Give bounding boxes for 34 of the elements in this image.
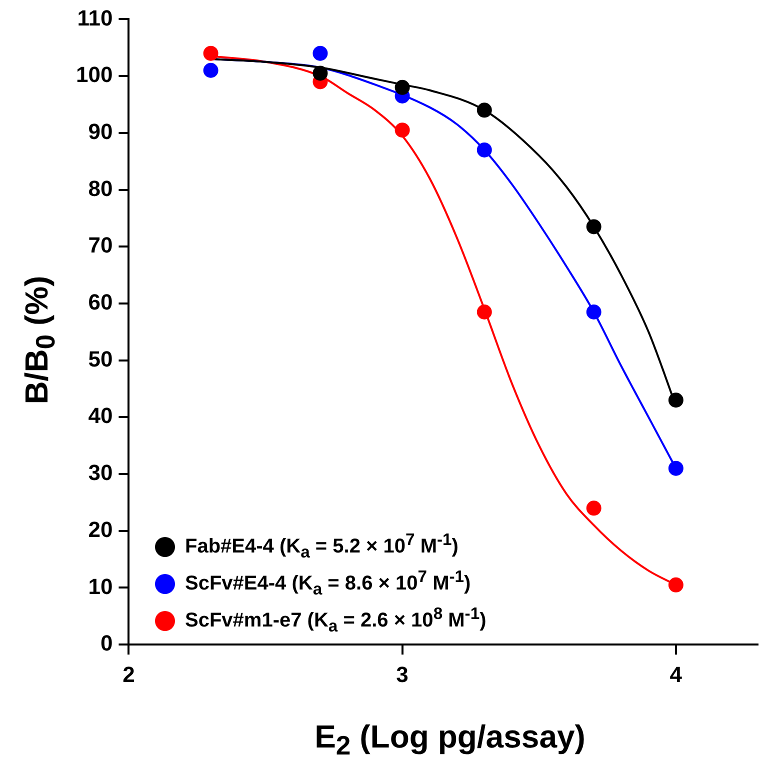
- y-tick-label: 0: [100, 630, 113, 656]
- y-tick-label: 30: [88, 460, 113, 486]
- y-tick-label: 110: [77, 5, 113, 30]
- x-tick-label: 2: [122, 662, 135, 687]
- y-tick-label: 90: [88, 118, 113, 144]
- point: [586, 500, 602, 516]
- point: [586, 304, 602, 320]
- point: [668, 460, 684, 476]
- point: [476, 102, 492, 118]
- point: [312, 46, 328, 61]
- legend-label: ScFv#E4-4 (K$_{a}$ = 8.6 × 10$^{7}$ M$^{-1}$): [185, 567, 471, 600]
- point: [668, 392, 684, 408]
- y-tick-label: 50: [88, 346, 113, 372]
- y-tick-label: 70: [88, 232, 113, 258]
- point: [203, 46, 218, 61]
- point: [394, 122, 410, 138]
- y-tick-label: 80: [88, 176, 113, 201]
- point: [476, 142, 492, 158]
- y-tick-label: 100: [76, 62, 113, 88]
- point: [476, 304, 492, 320]
- x-tick-label: 3: [396, 662, 408, 687]
- x-tick-label: 4: [670, 662, 683, 687]
- x-axis-title: E$_{2}$ (Log pg/assay): [314, 718, 586, 762]
- legend-label: Fab#E4-4 (K$_{a}$ = 5.2 × 10$^{7}$ M$^{-1}$): [185, 530, 458, 563]
- legend-label: ScFv#m1-e7 (K$_{a}$ = 2.6 × 10$^{8}$ M$^{-1}$): [185, 604, 486, 637]
- y-tick-label: 10: [88, 574, 113, 599]
- y-tick-label: 60: [88, 290, 113, 315]
- y-tick-label: 20: [88, 516, 113, 542]
- point: [668, 577, 684, 592]
- point: [394, 80, 410, 95]
- y-tick-label: 40: [88, 403, 113, 428]
- point: [312, 66, 328, 81]
- point: [203, 62, 218, 78]
- point: [586, 219, 602, 234]
